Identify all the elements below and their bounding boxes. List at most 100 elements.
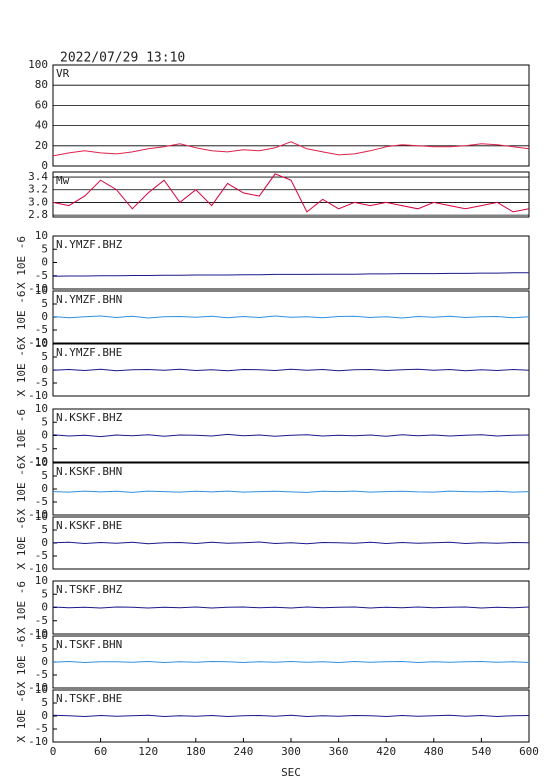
y-tick-label: 5 [41, 587, 48, 600]
y-tick-label: -10 [28, 455, 48, 468]
y-tick-label: 10 [35, 629, 48, 642]
y-tick-label: 10 [35, 337, 48, 350]
y-tick-label: 0 [41, 310, 48, 323]
panel-label: N.YMZF.BHZ [56, 238, 123, 251]
y-axis-label: X 10E -6 [15, 291, 28, 344]
y-tick-label: 10 [35, 284, 48, 297]
y-tick-label: -10 [28, 562, 48, 575]
y-tick-label: 0 [41, 429, 48, 442]
y-tick-label: 0 [41, 159, 48, 172]
panel-frame [52, 462, 530, 516]
panel-label: N.TSKF.BHE [56, 692, 122, 705]
y-tick-label: 60 [35, 98, 48, 111]
panel-label: N.KSKF.BHE [56, 519, 122, 532]
panel-label: VR [56, 67, 70, 80]
x-axis-label: SEC [281, 766, 301, 779]
y-axis-label: X 10E -6 [15, 409, 28, 462]
panel-label: N.YMZF.BHN [56, 293, 122, 306]
y-axis-label: X 10E -6 [15, 344, 28, 397]
y-tick-label: -10 [28, 508, 48, 521]
y-tick-label: -10 [28, 282, 48, 295]
y-tick-label: -10 [28, 389, 48, 402]
y-axis-label: X 10E -6 [15, 463, 28, 516]
y-tick-label: -5 [35, 549, 48, 562]
data-line [52, 315, 530, 319]
y-tick-label: -10 [28, 681, 48, 694]
panel-label: N.TSKF.BHN [56, 638, 122, 651]
y-tick-label: 5 [41, 242, 48, 255]
y-tick-label: 20 [35, 139, 48, 152]
panel-label: N.YMZF.BHE [56, 346, 122, 359]
data-line [52, 490, 530, 493]
y-tick-label: 2.8 [28, 208, 48, 221]
data-line [52, 714, 530, 718]
y-tick-label: -5 [35, 442, 48, 455]
data-line [52, 173, 530, 213]
y-tick-label: 5 [41, 642, 48, 655]
data-line [52, 606, 530, 609]
chart-title: 2022/07/29 13:10 [60, 51, 185, 66]
panel-frame [52, 235, 530, 290]
y-tick-label: -5 [35, 495, 48, 508]
y-tick-label: 5 [41, 350, 48, 363]
y-tick-label: 5 [41, 415, 48, 428]
y-tick-label: -5 [35, 376, 48, 389]
x-tick-label: 0 [50, 745, 57, 758]
y-tick-label: 10 [35, 229, 48, 242]
y-tick-label: 5 [41, 523, 48, 536]
y-axis-label: X 10E -6 [15, 581, 28, 634]
data-line [52, 368, 530, 372]
y-tick-label: 0 [41, 482, 48, 495]
data-line [52, 141, 530, 157]
x-tick-label: 60 [94, 745, 107, 758]
panel-frame [52, 171, 530, 218]
y-tick-label: 0 [41, 601, 48, 614]
x-tick-label: 300 [281, 745, 301, 758]
y-tick-label: 40 [35, 119, 48, 132]
panel-label: Mw [56, 174, 70, 187]
y-tick-label: -10 [28, 627, 48, 640]
y-tick-label: 3.2 [28, 183, 48, 196]
y-tick-label: 3.4 [28, 170, 48, 183]
y-tick-label: 0 [41, 363, 48, 376]
x-tick-label: 600 [519, 745, 539, 758]
panel-frame [52, 64, 530, 167]
x-tick-label: 360 [329, 745, 349, 758]
y-tick-label: -10 [28, 336, 48, 349]
y-axis-label: X 10E -6 [15, 236, 28, 289]
data-line [52, 433, 530, 438]
y-tick-label: 0 [41, 709, 48, 722]
y-tick-label: 5 [41, 696, 48, 709]
y-tick-label: -5 [35, 668, 48, 681]
y-tick-label: 0 [41, 536, 48, 549]
x-tick-label: 480 [424, 745, 444, 758]
y-axis-label: X 10E -6 [15, 690, 28, 743]
y-tick-label: 0 [41, 655, 48, 668]
y-tick-label: -10 [28, 735, 48, 748]
y-tick-label: -5 [35, 722, 48, 735]
y-tick-label: 10 [35, 510, 48, 523]
y-tick-label: 80 [35, 78, 48, 91]
y-tick-label: 3.0 [28, 195, 48, 208]
y-tick-label: -5 [35, 323, 48, 336]
y-tick-label: 10 [35, 683, 48, 696]
y-tick-label: 0 [41, 256, 48, 269]
y-tick-label: 10 [35, 402, 48, 415]
y-tick-label: -5 [35, 614, 48, 627]
panel-label: N.KSKF.BHN [56, 465, 122, 478]
x-tick-label: 420 [376, 745, 396, 758]
y-tick-label: 10 [35, 574, 48, 587]
data-line [52, 272, 529, 277]
y-tick-label: 100 [28, 58, 48, 71]
y-axis-label: X 10E -6 [15, 517, 28, 570]
panel-label: N.TSKF.BHZ [56, 583, 123, 596]
x-tick-label: 240 [233, 745, 253, 758]
data-line [52, 541, 530, 545]
x-tick-label: 540 [471, 745, 491, 758]
data-line [52, 660, 530, 664]
x-tick-label: 120 [138, 745, 158, 758]
y-tick-label: 5 [41, 469, 48, 482]
y-tick-label: -5 [35, 269, 48, 282]
y-axis-label: X 10E -6 [15, 636, 28, 689]
